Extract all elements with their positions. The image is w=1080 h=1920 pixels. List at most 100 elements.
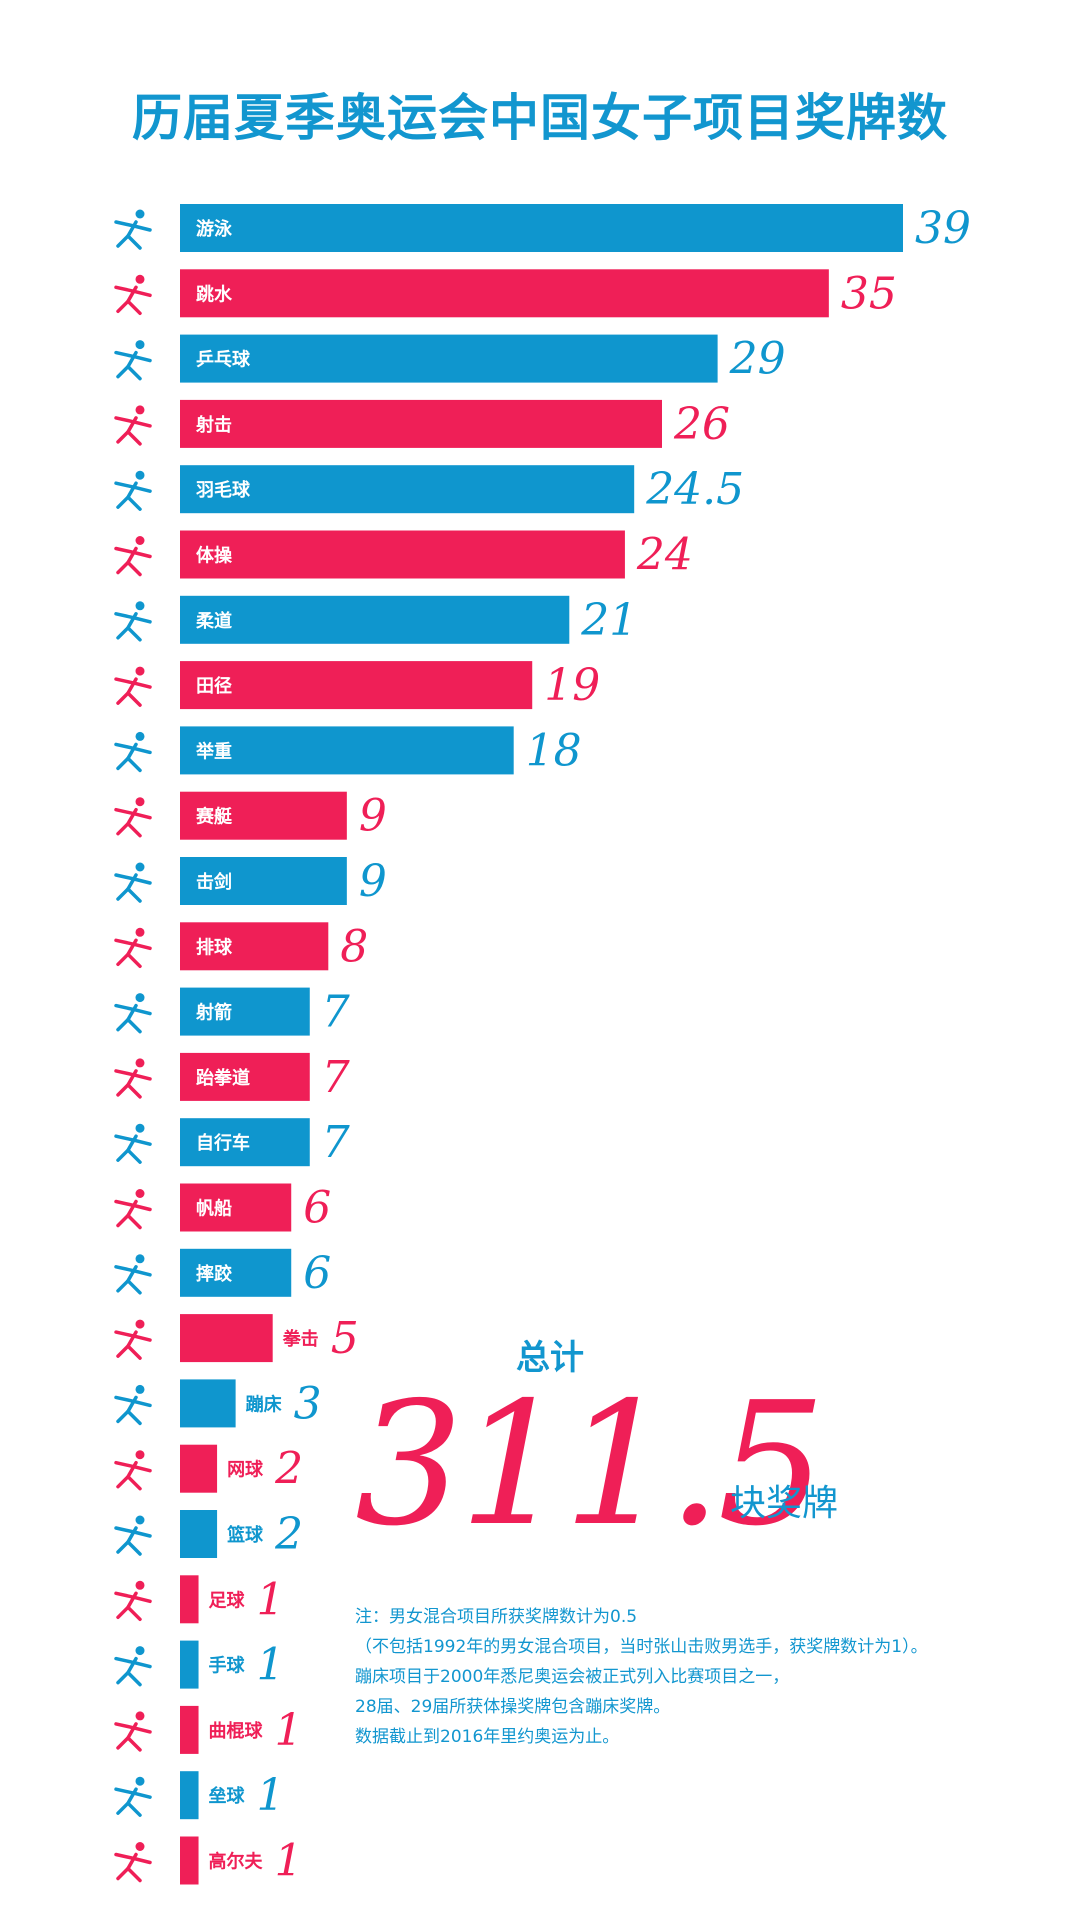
bar-group: 垒球 1	[114, 1770, 285, 1821]
footnote-line: （不包括1992年的男女混合项目，当时张山击败男选手，获奖牌数计为1）。	[355, 1637, 928, 1657]
boxing-icon	[114, 1319, 152, 1360]
athletics-icon	[114, 666, 152, 707]
footnote-line: 注：男女混合项目所获奖牌数计为0.5	[355, 1607, 638, 1627]
category-label: 赛艇	[195, 806, 233, 828]
bar-group: 篮球 2	[114, 1509, 303, 1560]
bar-group: 击剑 9	[114, 856, 387, 907]
bar	[180, 1510, 218, 1558]
trampoline-icon	[114, 1384, 152, 1426]
value-label: 24.5	[645, 464, 744, 515]
judo-icon	[114, 601, 152, 642]
gymnastics-icon	[114, 536, 152, 577]
footnote-line: 蹦床项目于2000年悉尼奥运会被正式列入比赛项目之一，	[355, 1667, 790, 1687]
value-label: 21	[580, 595, 637, 646]
footnote-line: 28届、29届所获体操奖牌包含蹦床奖牌。	[355, 1697, 671, 1717]
bar	[180, 1575, 199, 1624]
value-label: 3	[294, 1378, 322, 1429]
category-label: 帆船	[196, 1198, 232, 1220]
bar	[180, 334, 718, 383]
value-label: 26	[673, 399, 730, 450]
bar-group: 手球 1	[114, 1640, 285, 1691]
bar	[180, 1314, 273, 1363]
category-label: 柔道	[196, 610, 232, 632]
category-label: 蹦床	[246, 1393, 283, 1415]
bar	[180, 1771, 199, 1820]
value-label: 19	[544, 660, 600, 711]
category-label: 摔跤	[196, 1263, 232, 1285]
bar-group: 网球 2	[114, 1444, 303, 1495]
category-label: 高尔夫	[209, 1851, 264, 1873]
value-label: 29	[729, 334, 786, 385]
bar	[180, 1705, 199, 1754]
bar-group: 帆船 6	[114, 1183, 331, 1234]
value-label: 7	[322, 987, 350, 1038]
weightlifting-icon	[114, 731, 152, 773]
bar	[180, 595, 570, 644]
category-label: 排球	[196, 936, 233, 958]
category-label: 拳击	[282, 1328, 319, 1350]
softball-icon	[114, 1776, 152, 1817]
category-label: 跆拳道	[196, 1067, 250, 1089]
category-label: 游泳	[196, 218, 233, 240]
bar-group: 赛艇 9	[114, 791, 387, 842]
hockey-icon	[114, 1711, 152, 1752]
bar	[180, 204, 903, 252]
bar	[180, 465, 635, 514]
bar-group: 跆拳道 7	[114, 1052, 350, 1103]
archery-icon	[114, 993, 152, 1034]
value-label: 6	[303, 1248, 331, 1299]
football-icon	[114, 1580, 152, 1622]
category-label: 羽毛球	[196, 479, 251, 501]
badminton-icon	[114, 470, 152, 511]
bar	[180, 1052, 310, 1101]
category-label: 手球	[209, 1655, 246, 1677]
bar-group: 举重 18	[114, 725, 582, 776]
category-label: 乒乓球	[196, 350, 251, 371]
value-label: 9	[359, 791, 387, 842]
value-label: 1	[257, 1574, 285, 1625]
category-label: 跳水	[196, 283, 233, 305]
bar	[180, 1640, 199, 1689]
value-label: 8	[340, 921, 368, 972]
category-label: 田径	[196, 675, 232, 697]
value-label: 2	[274, 1444, 303, 1495]
diving-icon	[114, 274, 152, 316]
bar-group: 排球 8	[114, 921, 368, 972]
value-label: 6	[303, 1183, 331, 1234]
bar	[180, 1183, 292, 1232]
category-label: 网球	[227, 1460, 264, 1481]
bar	[180, 1248, 292, 1297]
golf-icon	[114, 1842, 152, 1883]
category-label: 射箭	[195, 1002, 232, 1024]
bar	[180, 1118, 310, 1167]
bar	[180, 922, 329, 971]
total-label: 总计	[516, 1338, 584, 1378]
bar	[180, 269, 829, 318]
bar	[180, 857, 347, 905]
bar	[180, 1379, 236, 1428]
bar	[180, 530, 625, 579]
bar-group: 高尔夫 1	[114, 1836, 303, 1887]
value-label: 18	[526, 725, 582, 776]
category-label: 足球	[209, 1590, 246, 1611]
sailing-icon	[114, 1189, 152, 1230]
bar	[180, 726, 514, 775]
bar	[180, 661, 533, 710]
category-label: 垒球	[209, 1785, 246, 1807]
bar-group: 体操 24	[114, 530, 693, 581]
bar-group: 足球 1	[114, 1574, 285, 1625]
tennis-icon	[114, 1450, 152, 1491]
bar-group: 曲棍球 1	[114, 1705, 303, 1756]
bar-group: 田径 19	[114, 660, 600, 711]
category-label: 曲棍球	[209, 1720, 264, 1742]
wrestling-icon	[114, 1254, 152, 1295]
cycling-icon	[114, 1123, 152, 1164]
handball-icon	[114, 1646, 152, 1687]
bar	[180, 791, 347, 840]
value-label: 1	[257, 1770, 285, 1821]
value-label: 39	[915, 203, 971, 254]
value-label: 1	[275, 1836, 303, 1887]
category-label: 射击	[195, 414, 232, 436]
bar-group: 射箭 7	[114, 987, 350, 1038]
